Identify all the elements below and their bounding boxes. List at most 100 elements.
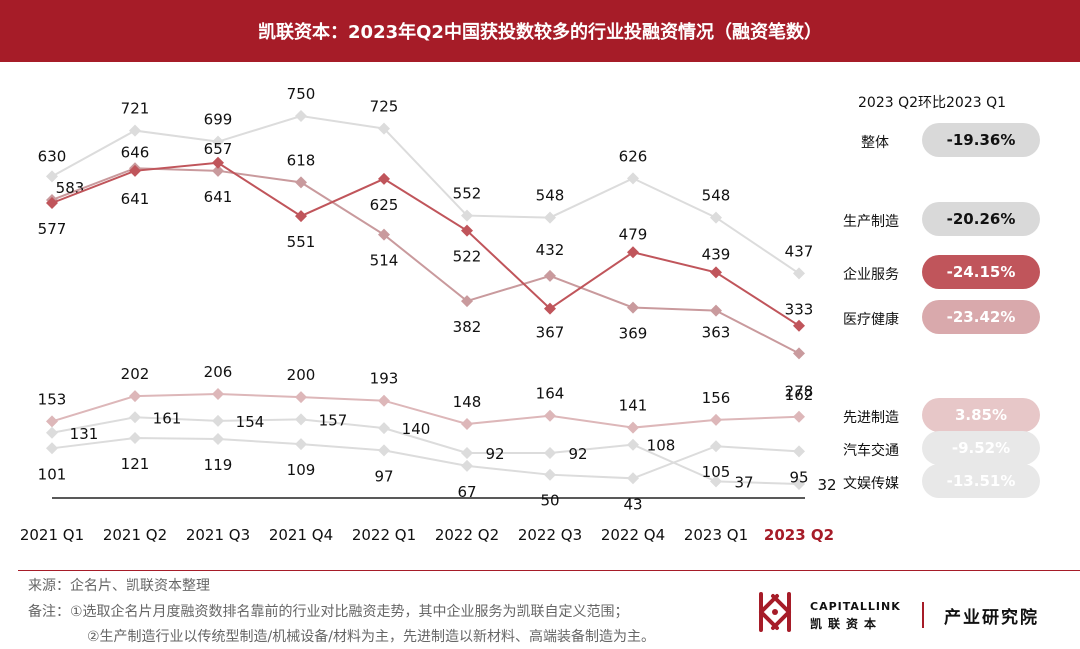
side-label-6: 文娱传媒 [843, 476, 899, 492]
data-point [378, 172, 390, 185]
data-point [627, 246, 639, 259]
brand-name-cn: 凯联资本 [810, 617, 883, 631]
data-point [710, 211, 722, 224]
data-label: 363 [702, 324, 731, 342]
series-line-2 [51, 161, 800, 327]
data-label: 522 [453, 248, 482, 266]
brand-name-en: CAPITALLINK [810, 600, 901, 613]
side-panel-title: 2023 Q2环比2023 Q1 [858, 95, 1007, 111]
data-label: 140 [402, 420, 431, 438]
data-point [544, 409, 556, 422]
footer-divider [18, 570, 1080, 571]
data-point [461, 418, 473, 430]
data-point [46, 426, 58, 439]
data-point [710, 304, 722, 317]
data-point [378, 122, 390, 135]
data-point [46, 197, 58, 209]
data-point [46, 170, 58, 183]
data-point [212, 414, 224, 427]
data-label: 626 [619, 147, 648, 165]
x-tick-label: 2022 Q1 [352, 526, 416, 544]
data-point [461, 446, 473, 459]
data-point [129, 390, 141, 403]
series-5: 101 121 119 109 97 67 50 43 105 95 [38, 431, 809, 513]
footer-source: 来源：企名片、凯联资本整理 [28, 578, 210, 594]
data-point [295, 110, 307, 122]
footer-note-2: ②生产制造行业以传统型制造/机械设备/材料为主，先进制造以新材料、高端装备制造为… [87, 629, 655, 645]
data-point [710, 440, 722, 453]
change-badge-5: -9.52% [922, 431, 1040, 465]
data-label: 131 [70, 425, 99, 443]
side-label-1: 生产制造 [843, 214, 899, 230]
series-line-5 [51, 436, 800, 480]
x-tick-label: 2022 Q2 [435, 526, 499, 544]
data-label: 552 [453, 185, 482, 203]
data-point [793, 445, 805, 458]
data-label: 148 [453, 393, 482, 411]
data-label: 161 [153, 409, 182, 427]
x-tick-label: 2022 Q4 [601, 526, 665, 544]
header-banner: 凯联资本：2023年Q2中国获投数较多的行业投融资情况（融资笔数） [0, 0, 1080, 62]
data-point [46, 415, 58, 428]
data-point [212, 164, 224, 177]
change-badge-3: -23.42% [922, 300, 1040, 334]
data-label: 577 [38, 220, 67, 238]
data-point [627, 301, 639, 314]
data-label: 439 [702, 245, 731, 263]
data-point [129, 431, 141, 444]
data-label: 278 [785, 382, 814, 400]
side-label-2: 企业服务 [843, 267, 899, 283]
data-label: 121 [121, 455, 150, 473]
data-label: 50 [540, 492, 559, 510]
data-point [295, 176, 307, 189]
data-label: 164 [536, 385, 565, 403]
data-label: 92 [485, 445, 504, 463]
data-point [710, 475, 722, 488]
data-point [129, 411, 141, 424]
data-label: 725 [370, 98, 399, 116]
data-label: 101 [38, 465, 67, 483]
data-label: 432 [536, 241, 565, 259]
data-point [295, 391, 307, 404]
data-label: 721 [121, 100, 150, 118]
data-label: 369 [619, 325, 648, 343]
data-point [212, 433, 224, 445]
data-label: 630 [38, 147, 67, 165]
x-tick-label: 2021 Q1 [20, 526, 84, 544]
data-label: 67 [457, 483, 476, 501]
data-label: 202 [121, 365, 150, 383]
data-label: 514 [370, 252, 399, 270]
data-label: 548 [702, 187, 731, 205]
data-point [627, 472, 639, 485]
data-label: 193 [370, 370, 399, 388]
data-label: 97 [374, 467, 393, 485]
data-point [544, 468, 556, 481]
data-label: 699 [204, 111, 233, 129]
data-point [793, 410, 805, 423]
data-point [46, 442, 58, 455]
data-label: 641 [121, 190, 150, 208]
data-point [544, 269, 556, 282]
data-point [793, 347, 805, 360]
x-tick-label: 2021 Q2 [103, 526, 167, 544]
brand-divider [922, 602, 924, 628]
change-badge-6: -13.51% [922, 464, 1040, 498]
data-point [212, 388, 224, 400]
data-label: 105 [702, 463, 731, 481]
data-label: 37 [734, 473, 753, 491]
data-point [710, 266, 722, 279]
data-label: 153 [38, 390, 67, 408]
x-tick-label: 2023 Q2 [764, 526, 834, 544]
series-3: 153 202 206 200 193 148 164 141 156 162 [38, 363, 813, 434]
data-point [129, 164, 141, 177]
data-label: 750 [287, 85, 316, 103]
data-point [544, 302, 556, 315]
capitallink-logo-icon [759, 592, 791, 632]
data-label: 206 [204, 363, 233, 381]
data-point [295, 413, 307, 426]
data-point [212, 135, 224, 148]
data-label: 583 [56, 179, 85, 197]
x-tick-label: 2021 Q4 [269, 526, 333, 544]
change-badge-0: -19.36% [922, 123, 1040, 157]
data-label: 157 [319, 411, 348, 429]
